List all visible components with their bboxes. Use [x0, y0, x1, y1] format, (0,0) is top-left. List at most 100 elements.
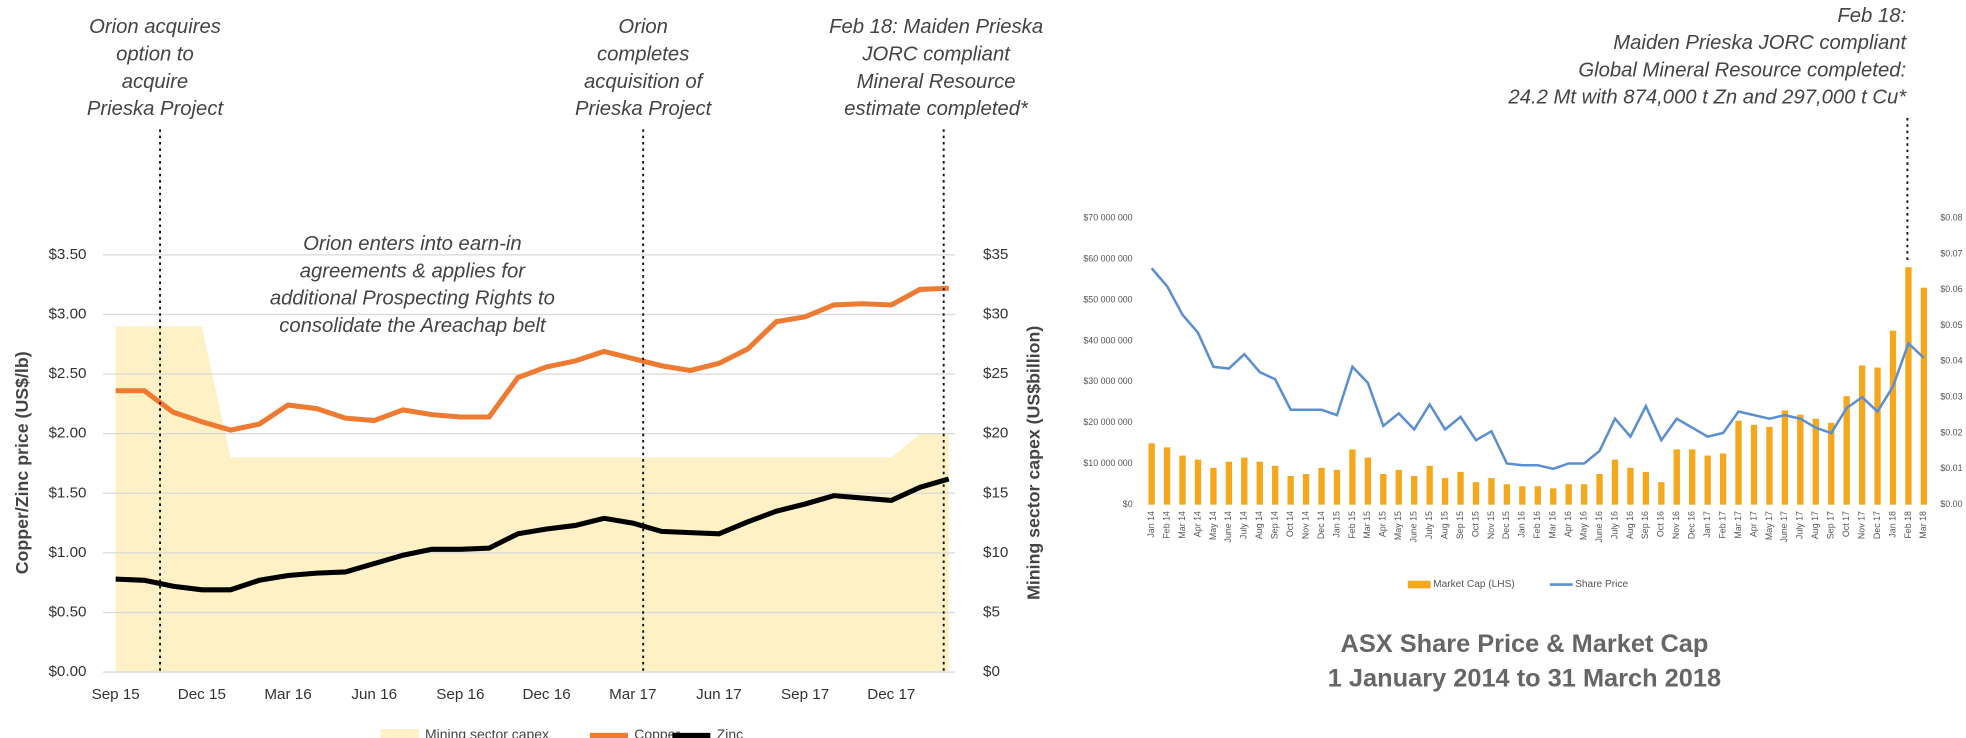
bar [1488, 478, 1495, 505]
y-axis-title: Copper/Zinc price (US$/lb) [12, 351, 32, 574]
x-tick-label: Sep 17 [781, 686, 829, 703]
bar [1272, 465, 1279, 505]
bar [1627, 467, 1634, 505]
bar [1333, 469, 1341, 505]
y2-tick-label: $0.04 [1940, 356, 1962, 366]
annotation: acquire [122, 71, 188, 93]
bar [1194, 459, 1202, 505]
bar [1426, 465, 1433, 505]
annotation: Prieska Project [87, 98, 225, 120]
bar [1163, 447, 1171, 505]
y-tick-label: $0 [1123, 499, 1133, 509]
bar [1503, 484, 1511, 505]
x-tick-label: June 15 [1409, 511, 1419, 543]
y-tick-label: $50 000 000 [1083, 294, 1132, 304]
annotation: Mineral Resource [857, 71, 1016, 93]
bar [1256, 461, 1263, 505]
x-tick-label: Sep 17 [1826, 511, 1836, 539]
annotation: additional Prospecting Rights to [270, 288, 555, 310]
x-tick-label: May 14 [1208, 511, 1218, 540]
y-tick-label: $40 000 000 [1083, 335, 1132, 345]
x-tick-label: Mar 16 [1548, 511, 1558, 539]
x-tick-label: Nov 17 [1856, 511, 1866, 539]
bar [1179, 455, 1186, 505]
bar [1611, 459, 1619, 505]
y-tick-label: $3.00 [48, 305, 86, 322]
y-tick-label: $70 000 000 [1083, 212, 1132, 222]
x-tick-label: Aug 16 [1625, 511, 1635, 539]
annotation: agreements & applies for [300, 260, 527, 282]
bar [1781, 410, 1789, 505]
line-zinc [115, 476, 950, 593]
legend-label: Market Cap (LHS) [1433, 579, 1515, 590]
y2-axis-title: Mining sector capex (US$billion) [1024, 326, 1044, 600]
bar [1565, 484, 1572, 505]
bar [1534, 486, 1541, 505]
x-tick-label: Jan 16 [1517, 511, 1527, 538]
y2-tick-label: $5 [983, 603, 1000, 620]
x-tick-label: Jun 17 [696, 686, 742, 703]
bar [1457, 471, 1464, 505]
y-tick-label: $3.50 [48, 246, 86, 263]
x-tick-label: Sep 16 [436, 686, 484, 703]
legend-swatch [380, 729, 419, 738]
annotation: estimate completed* [844, 98, 1029, 120]
x-tick-label: Mar 14 [1177, 511, 1187, 539]
bar [1673, 449, 1680, 505]
x-tick-label: Oct 14 [1285, 511, 1295, 537]
x-tick-label: July 16 [1609, 511, 1619, 539]
line-copper [115, 285, 949, 433]
bar [1148, 443, 1155, 505]
legend-label: Mining sector capex [425, 726, 549, 738]
x-tick-label: Nov 15 [1486, 511, 1496, 539]
bar [1241, 457, 1248, 505]
y-tick-label: $2.50 [48, 365, 86, 382]
x-tick-label: Mar 17 [1733, 511, 1743, 539]
y-tick-label: $0.00 [48, 663, 86, 680]
x-tick-label: Apr 15 [1378, 511, 1388, 537]
bar [1704, 455, 1711, 505]
annotation: 24.2 Mt with 874,000 t Zn and 297,000 t … [1507, 87, 1907, 109]
bar [1441, 478, 1449, 505]
annotation: Prieska Project [575, 98, 713, 120]
y-tick-label: $2.00 [48, 425, 86, 442]
bar [1364, 457, 1372, 505]
x-tick-label: Aug 14 [1254, 511, 1264, 539]
y2-tick-label: $0.03 [1940, 392, 1962, 402]
bar [1658, 482, 1665, 505]
x-tick-label: Mar 17 [609, 686, 656, 703]
y2-tick-label: $0.08 [1940, 212, 1962, 222]
x-tick-label: Oct 17 [1841, 511, 1851, 537]
legend-label: Zinc [717, 726, 743, 738]
x-tick-label: Dec 15 [1501, 511, 1511, 539]
annotation: Orion [618, 16, 668, 38]
y-tick-label: $10 000 000 [1083, 458, 1132, 468]
annotation: Orion acquires [89, 16, 221, 38]
y2-tick-label: $0.02 [1940, 427, 1962, 437]
x-tick-label: Dec 16 [522, 686, 570, 703]
x-tick-label: Dec 16 [1687, 511, 1697, 539]
x-tick-label: Mar 16 [264, 686, 311, 703]
annotation: JORC compliant [861, 44, 1011, 66]
y-tick-label: $1.50 [48, 484, 86, 501]
y2-tick-label: $10 [983, 544, 1008, 561]
y-tick-label: $20 000 000 [1083, 417, 1132, 427]
x-tick-label: July 15 [1424, 511, 1434, 539]
x-tick-label: Oct 15 [1470, 511, 1480, 537]
x-tick-label: Jun 16 [351, 686, 397, 703]
x-tick-label: Mar 15 [1362, 511, 1372, 539]
x-tick-label: Jan 18 [1887, 511, 1897, 538]
y2-tick-label: $0.06 [1940, 284, 1962, 294]
legend-label: Share Price [1575, 579, 1628, 590]
x-tick-label: Feb 14 [1161, 511, 1171, 539]
y-tick-label: $30 000 000 [1083, 376, 1132, 386]
x-tick-label: Jan 17 [1702, 511, 1712, 538]
bar [1411, 476, 1418, 505]
x-tick-label: Sep 15 [1455, 511, 1465, 539]
x-tick-label: Mar 18 [1918, 511, 1928, 539]
share-price-line [1150, 267, 1925, 471]
y2-tick-label: $0 [983, 663, 1000, 680]
bar [1797, 414, 1804, 505]
bar [1349, 449, 1356, 505]
